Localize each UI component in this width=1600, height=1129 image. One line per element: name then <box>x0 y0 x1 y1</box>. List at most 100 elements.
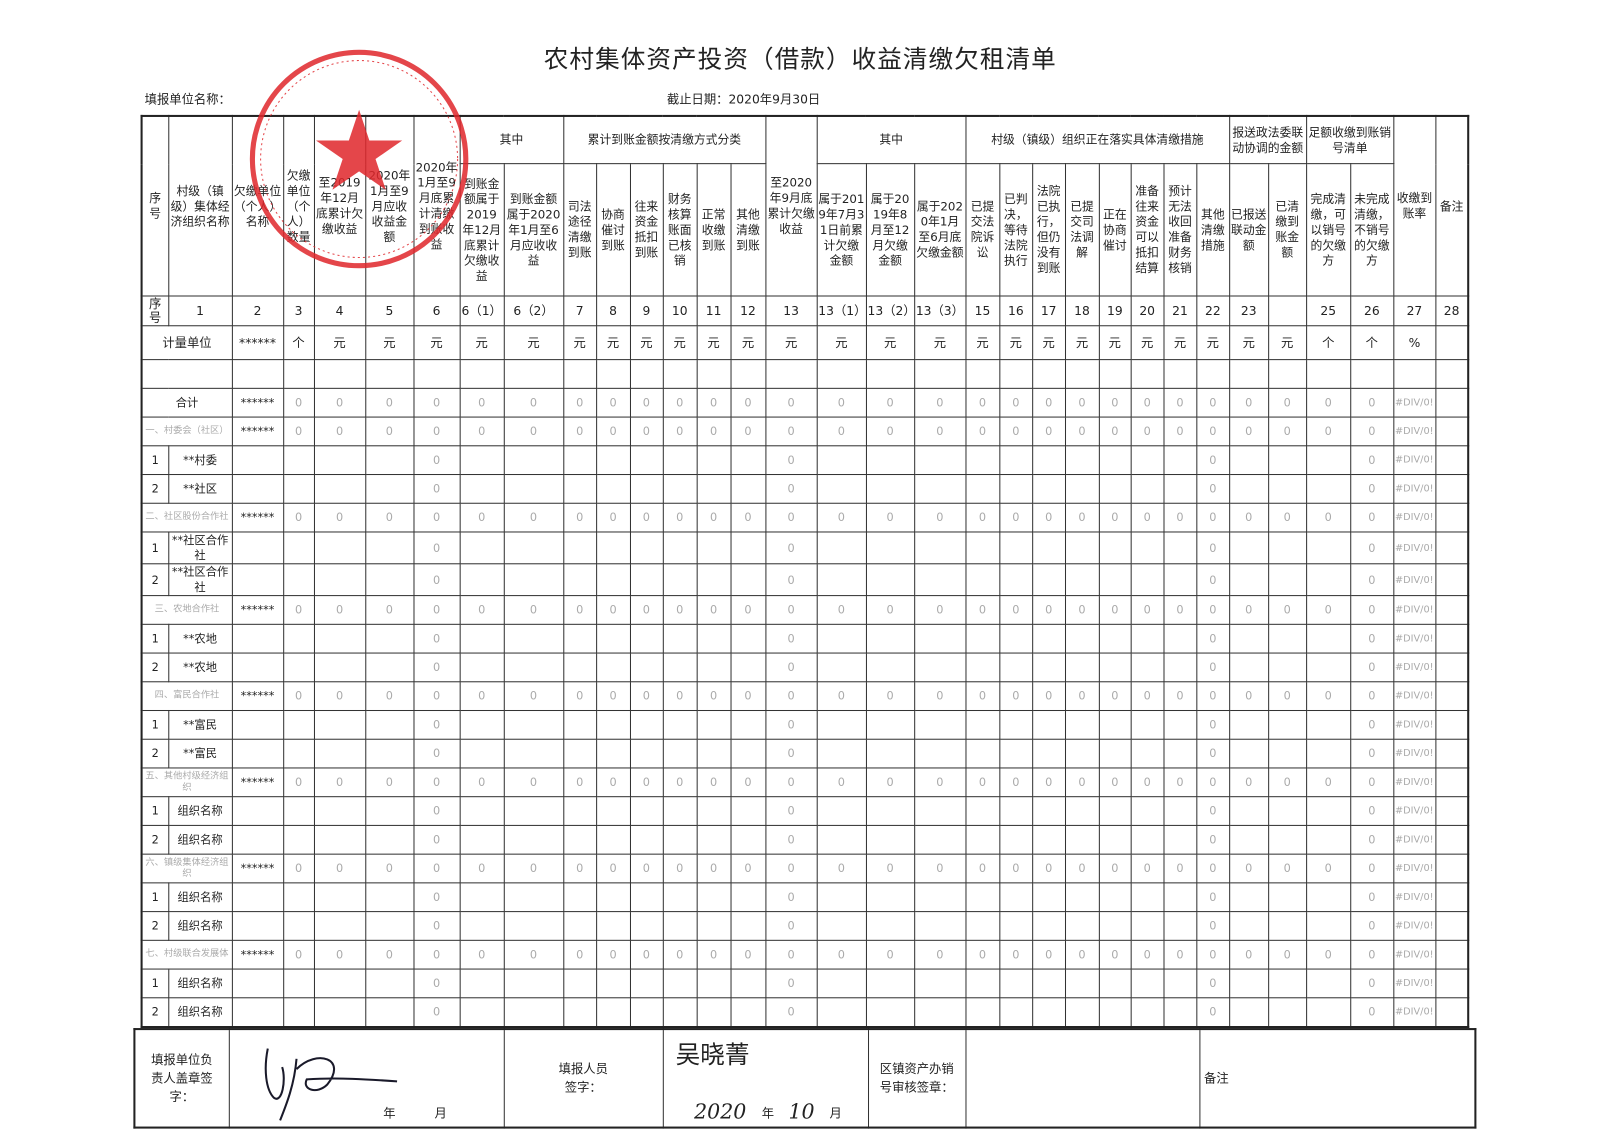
column-header: 欠缴单位（个人）数量 <box>282 115 315 297</box>
value-cell: 0 <box>1349 652 1394 683</box>
value-cell <box>1305 738 1351 769</box>
value-cell <box>1267 445 1307 476</box>
value-cell <box>1434 474 1469 504</box>
value-cell: 0 <box>364 387 414 418</box>
column-header: 预计无法收回准备财务核销 <box>1163 163 1197 297</box>
value-cell <box>729 882 766 913</box>
value-cell: 0 <box>595 939 631 970</box>
column-header: 到账金额属于2020年1月至6月应收收益 <box>503 163 564 297</box>
value-cell <box>231 652 284 683</box>
value-cell: #DIV/0! <box>1392 997 1436 1028</box>
unit-cell: 元 <box>1163 325 1197 361</box>
value-cell: 0 <box>1349 939 1394 970</box>
value-cell <box>629 824 664 855</box>
value-cell <box>313 738 366 769</box>
value-cell <box>662 997 698 1028</box>
value-cell: 0 <box>412 445 461 476</box>
value-cell: 0 <box>1064 853 1100 884</box>
table-row: 2 组织名称 0 0 0 0 #DIV/0! <box>141 824 1469 855</box>
value-cell <box>913 911 967 941</box>
value-cell <box>1031 563 1066 597</box>
value-cell <box>1434 738 1469 769</box>
value-cell <box>364 359 414 389</box>
value-cell <box>1064 359 1100 389</box>
value-cell <box>1064 911 1100 941</box>
value-cell <box>1098 997 1132 1028</box>
value-cell: 0 <box>1163 853 1197 884</box>
reporting-unit-label: 填报单位名称： <box>144 92 231 107</box>
value-cell: 0 <box>1228 595 1269 625</box>
value-cell <box>816 882 867 913</box>
value-cell <box>282 652 315 683</box>
value-cell: 0 <box>764 531 818 565</box>
value-cell <box>913 997 967 1028</box>
value-cell <box>562 652 597 683</box>
unit-cell: 元 <box>1228 325 1269 361</box>
value-cell: 0 <box>1228 853 1269 884</box>
value-cell <box>503 445 564 476</box>
value-cell: 0 <box>412 767 461 798</box>
table-row: 1 **富民 0 0 0 0 #DIV/0! <box>141 709 1469 740</box>
value-cell: 0 <box>503 416 564 447</box>
value-cell: 0 <box>562 767 597 798</box>
value-cell: 0 <box>764 595 818 625</box>
value-cell <box>562 911 597 941</box>
value-cell <box>282 738 315 769</box>
value-cell <box>1195 359 1230 389</box>
column-code: 16 <box>998 295 1033 327</box>
value-cell: 0 <box>764 623 818 654</box>
value-cell: 0 <box>629 939 664 970</box>
value-cell: 0 <box>729 595 766 625</box>
value-cell <box>816 796 867 826</box>
value-cell <box>364 882 414 913</box>
value-cell <box>965 997 1000 1028</box>
row-seq: 2 <box>141 563 169 597</box>
row-name: **富民 <box>167 709 233 740</box>
value-cell: 0 <box>1130 681 1165 712</box>
value-cell: 0 <box>595 387 631 418</box>
blank-row <box>141 359 1469 389</box>
value-cell <box>965 445 1000 476</box>
value-cell <box>1434 445 1469 476</box>
value-cell: 0 <box>913 416 967 447</box>
value-cell <box>1031 882 1066 913</box>
value-cell <box>1305 824 1351 855</box>
value-cell: 0 <box>562 387 597 418</box>
value-cell <box>1163 445 1197 476</box>
value-cell <box>231 359 284 389</box>
value-cell <box>1228 997 1269 1028</box>
value-cell <box>313 882 366 913</box>
value-cell <box>1031 445 1066 476</box>
value-cell <box>313 531 366 565</box>
value-cell: 0 <box>965 595 1000 625</box>
unit-cell: 元 <box>1267 325 1307 361</box>
value-cell: 0 <box>364 502 414 533</box>
value-cell <box>1098 359 1132 389</box>
value-cell <box>364 911 414 941</box>
value-cell: 0 <box>729 502 766 533</box>
value-cell <box>595 474 631 504</box>
column-code <box>1267 295 1307 327</box>
value-cell <box>313 824 366 855</box>
value-cell: 0 <box>412 939 461 970</box>
value-cell: 0 <box>1267 387 1307 418</box>
row-name: **社区合作社 <box>167 563 233 597</box>
value-cell <box>503 709 564 740</box>
value-cell: ****** <box>231 767 284 798</box>
value-cell: 0 <box>865 939 915 970</box>
value-cell <box>1098 445 1132 476</box>
row-name: 组织名称 <box>167 882 233 913</box>
value-cell <box>865 709 915 740</box>
value-cell: 0 <box>1267 853 1307 884</box>
value-cell <box>1434 563 1469 597</box>
value-cell <box>231 474 284 504</box>
value-cell <box>1267 709 1307 740</box>
value-cell: 0 <box>662 767 698 798</box>
unit-cell: 元 <box>1064 325 1100 361</box>
value-cell <box>282 911 315 941</box>
value-cell <box>1434 416 1469 447</box>
value-cell: 0 <box>562 502 597 533</box>
row-seq: 2 <box>141 474 169 504</box>
value-cell <box>696 623 732 654</box>
value-cell <box>629 738 664 769</box>
